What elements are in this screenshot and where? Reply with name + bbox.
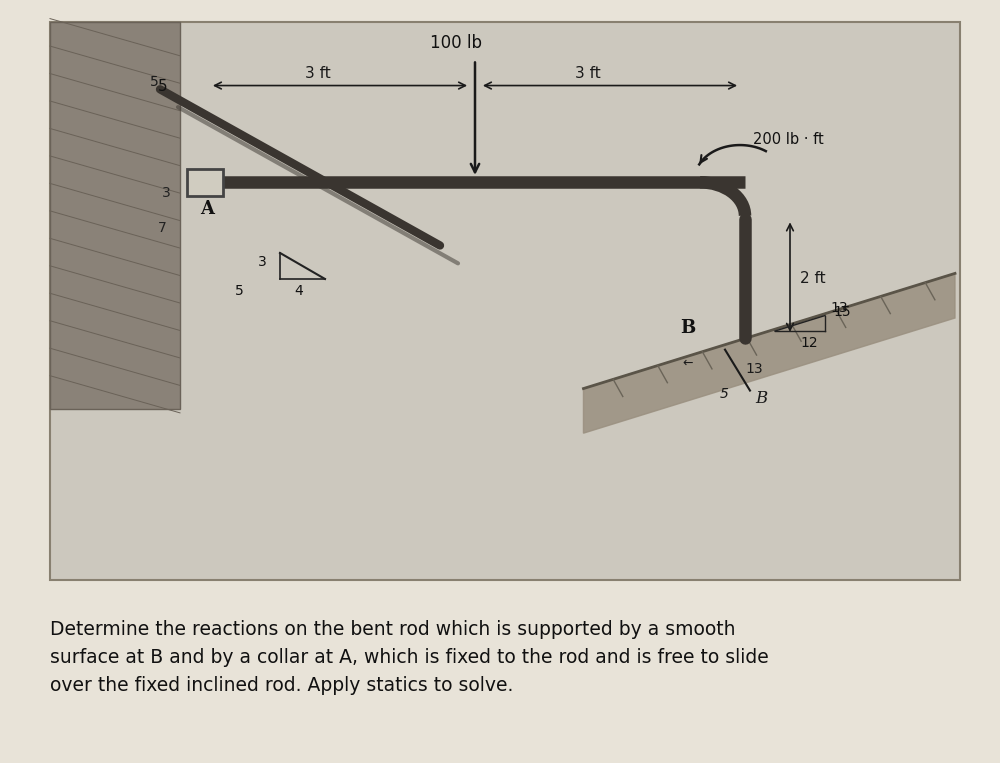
Text: 15: 15 bbox=[833, 304, 851, 318]
Text: 200 lb · ft: 200 lb · ft bbox=[753, 131, 824, 146]
Text: 13: 13 bbox=[745, 362, 763, 376]
Text: B: B bbox=[755, 390, 767, 407]
Bar bbox=[50, 22, 180, 409]
Polygon shape bbox=[583, 273, 955, 433]
Text: 7: 7 bbox=[158, 221, 167, 235]
Text: 3 ft: 3 ft bbox=[305, 66, 331, 81]
Text: A: A bbox=[200, 199, 214, 217]
Text: B: B bbox=[680, 318, 695, 336]
Text: 3: 3 bbox=[258, 255, 267, 269]
Text: 5: 5 bbox=[150, 75, 159, 89]
Text: 3: 3 bbox=[162, 186, 171, 200]
Text: 13: 13 bbox=[830, 301, 848, 315]
Text: 2 ft: 2 ft bbox=[800, 271, 826, 285]
Text: 5: 5 bbox=[235, 285, 244, 298]
Bar bbox=[187, 169, 223, 195]
Text: 100 lb: 100 lb bbox=[430, 34, 482, 53]
Text: $\leftarrow$: $\leftarrow$ bbox=[680, 356, 694, 369]
Text: 4: 4 bbox=[294, 285, 303, 298]
Text: 5: 5 bbox=[720, 387, 729, 401]
Text: 5: 5 bbox=[158, 79, 168, 94]
Text: 3 ft: 3 ft bbox=[575, 66, 601, 81]
Text: 12: 12 bbox=[800, 336, 818, 350]
Text: Determine the reactions on the bent rod which is supported by a smooth
surface a: Determine the reactions on the bent rod … bbox=[50, 620, 769, 695]
